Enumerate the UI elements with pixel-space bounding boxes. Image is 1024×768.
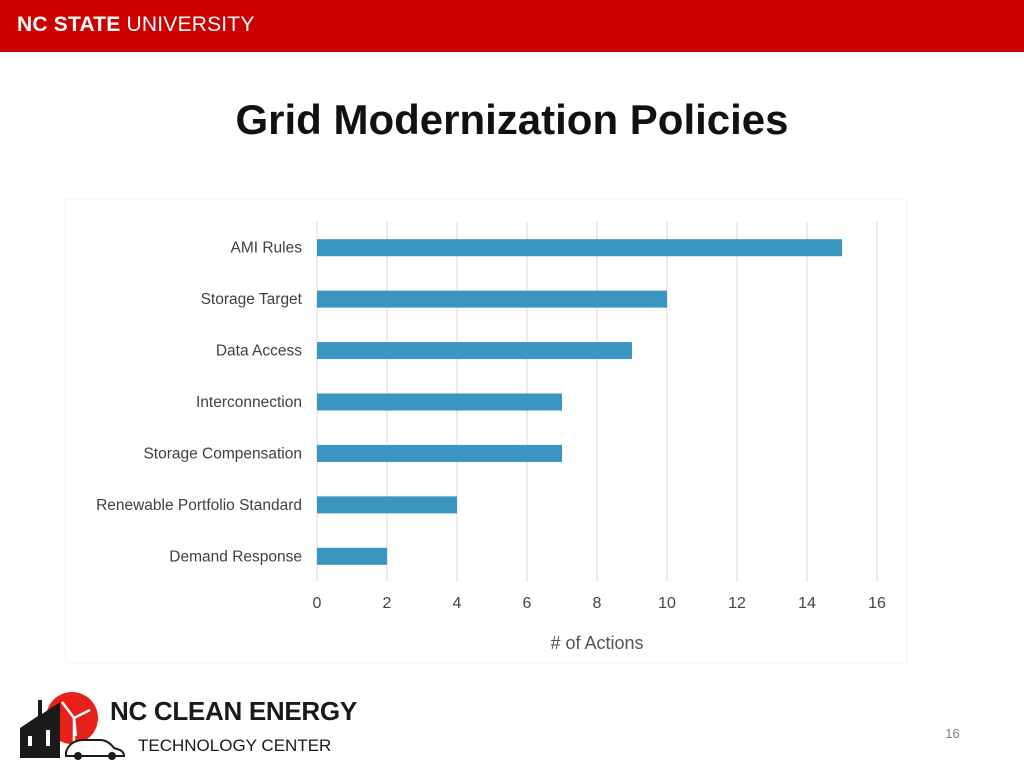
category-label: Storage Target [201, 291, 303, 308]
page-number: 16 [945, 726, 960, 741]
bar [317, 496, 457, 514]
x-tick-label: 6 [523, 595, 532, 612]
category-label: Storage Compensation [143, 445, 302, 462]
bar [317, 393, 562, 411]
x-tick-label: 16 [868, 595, 886, 612]
category-label: Demand Response [169, 548, 302, 565]
nc-clean-energy-logo: NC CLEAN ENERGY TECHNOLOGY CENTER [20, 690, 357, 760]
category-label: Interconnection [196, 394, 302, 411]
header-bar: NC STATE UNIVERSITY [0, 0, 1024, 52]
bar [317, 290, 667, 308]
category-label: Data Access [216, 343, 302, 360]
bar [317, 239, 842, 257]
brand-rest: UNIVERSITY [120, 13, 255, 36]
x-tick-label: 14 [798, 595, 816, 612]
bar [317, 342, 632, 360]
x-tick-label: 10 [658, 595, 676, 612]
category-label: Renewable Portfolio Standard [96, 497, 302, 514]
bar [317, 444, 562, 462]
university-brand: NC STATE UNIVERSITY [17, 13, 255, 37]
x-tick-label: 4 [453, 595, 462, 612]
bar-chart: 0 2 4 6 8 10 12 14 16 AMI Rules Storage Target Data… [96, 222, 886, 653]
x-tick-label: 2 [383, 595, 392, 612]
brand-bold: NC STATE [17, 13, 121, 36]
logo-subtitle: TECHNOLOGY CENTER [138, 736, 332, 755]
logo-title: NC CLEAN ENERGY [110, 696, 357, 726]
logo-mark-icon [20, 692, 126, 760]
x-axis-label: # of Actions [550, 633, 643, 653]
x-tick-label: 12 [728, 595, 746, 612]
chart-panel: 0 2 4 6 8 10 12 14 16 AMI Rules Storage Target Data… [66, 200, 906, 662]
x-tick-label: 8 [593, 595, 602, 612]
bar [317, 547, 387, 565]
x-tick-label: 0 [313, 595, 322, 612]
category-label: AMI Rules [231, 240, 303, 257]
slide-title: Grid Modernization Policies [235, 96, 789, 143]
